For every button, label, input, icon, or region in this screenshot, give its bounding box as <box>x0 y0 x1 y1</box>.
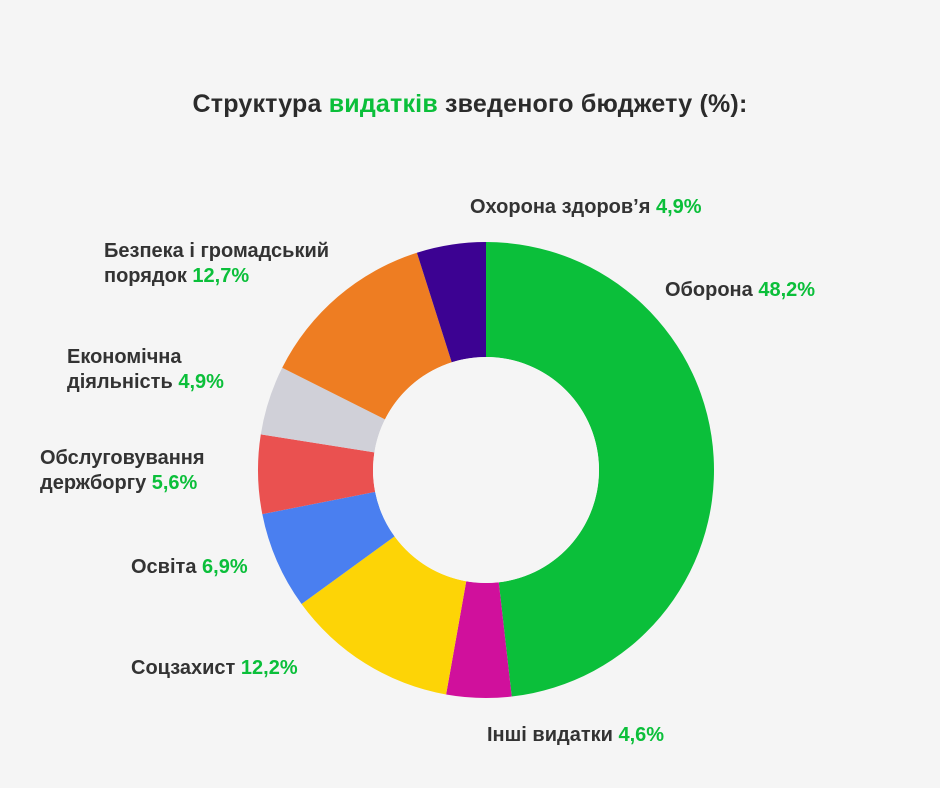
label-social: Соцзахист 12,2% <box>131 656 298 681</box>
donut-slice-1 <box>446 581 512 698</box>
donut-slice-3 <box>262 491 395 605</box>
donut-hole <box>373 357 599 583</box>
label-defense: Оборона 48,2% <box>665 278 815 303</box>
label-economy-value: 4,9% <box>178 371 224 393</box>
label-education-value: 6,9% <box>202 556 248 578</box>
label-defense-value: 48,2% <box>758 279 816 301</box>
label-economy: Економічна діяльність 4,9% <box>67 345 224 395</box>
label-education-name: Освіта <box>131 556 203 578</box>
title-accent: видатків <box>328 90 438 118</box>
label-security-value: 12,7% <box>192 265 250 287</box>
donut-slice-0 <box>486 242 714 697</box>
label-debt: Обслуговування держборгу 5,6% <box>40 446 205 496</box>
label-security-line2: порядок <box>104 265 193 287</box>
label-social-name: Соцзахист <box>131 657 241 679</box>
label-education: Освіта 6,9% <box>131 555 248 580</box>
donut-slice-2 <box>301 536 467 695</box>
label-health: Охорона здоров’я 4,9% <box>470 195 702 220</box>
label-social-value: 12,2% <box>240 657 298 679</box>
donut-slice-7 <box>416 242 486 363</box>
donut-slice-5 <box>260 367 385 453</box>
label-debt-line2: держборгу <box>40 472 152 494</box>
label-debt-value: 5,6% <box>151 472 198 494</box>
label-defense-name: Оборона <box>665 279 759 301</box>
label-other-name: Інші видатки <box>487 724 619 746</box>
title-suffix: зведеного бюджету (%): <box>437 90 748 118</box>
label-economy-line2: діяльність <box>67 371 179 393</box>
label-security-line1: Безпека і громадський <box>104 240 330 262</box>
donut-slice-4 <box>258 434 376 515</box>
title-prefix: Структура <box>192 90 329 118</box>
label-health-value: 4,9% <box>655 196 702 218</box>
label-debt-line1: Обслуговування <box>40 447 205 469</box>
label-health-name: Охорона здоров’я <box>470 196 656 218</box>
chart-title: Структура видатків зведеного бюджету (%)… <box>0 90 940 119</box>
label-other-value: 4,6% <box>618 724 665 746</box>
label-economy-line1: Економічна <box>67 346 182 368</box>
donut-slice-6 <box>282 252 452 420</box>
label-security: Безпека і громадський порядок 12,7% <box>104 239 329 289</box>
label-other: Інші видатки 4,6% <box>487 723 664 748</box>
